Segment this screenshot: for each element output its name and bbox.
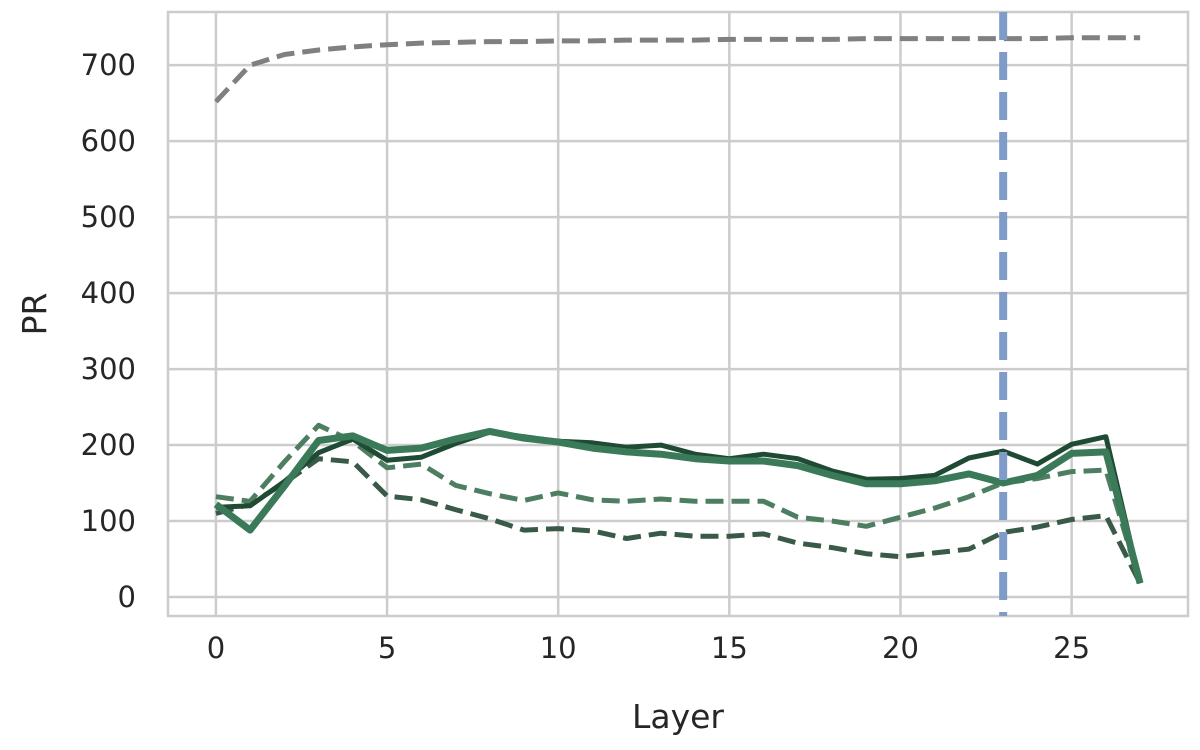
y-tick-label: 600 bbox=[81, 124, 136, 158]
grid bbox=[168, 12, 1188, 616]
y-tick-label: 400 bbox=[81, 276, 136, 310]
y-tick-label: 500 bbox=[81, 200, 136, 234]
x-tick-label: 5 bbox=[378, 631, 396, 665]
series-line-1 bbox=[214, 35, 1141, 104]
x-tick-label: 25 bbox=[1053, 631, 1090, 665]
x-tick-labels: 0 5 10 15 20 25 bbox=[207, 631, 1090, 665]
x-tick-label: 0 bbox=[207, 631, 225, 665]
series-group bbox=[213, 35, 1144, 585]
x-axis-title: Layer bbox=[632, 697, 724, 736]
y-tick-label: 700 bbox=[81, 48, 136, 82]
y-tick-labels: 0 100 200 300 400 500 600 700 bbox=[81, 48, 136, 614]
x-tick-label: 15 bbox=[711, 631, 748, 665]
y-tick-label: 0 bbox=[118, 580, 136, 614]
series-line-3 bbox=[215, 422, 1143, 585]
y-tick-label: 300 bbox=[81, 352, 136, 386]
y-tick-label: 100 bbox=[81, 504, 136, 538]
series-line-4 bbox=[215, 429, 1143, 584]
x-tick-label: 20 bbox=[882, 631, 919, 665]
series-line-2 bbox=[215, 456, 1143, 585]
plot-frame bbox=[166, 10, 1190, 618]
x-tick-label: 10 bbox=[540, 631, 577, 665]
series-line-5 bbox=[213, 427, 1144, 585]
y-axis-title: PR bbox=[15, 293, 54, 336]
y-tick-label: 200 bbox=[81, 428, 136, 462]
